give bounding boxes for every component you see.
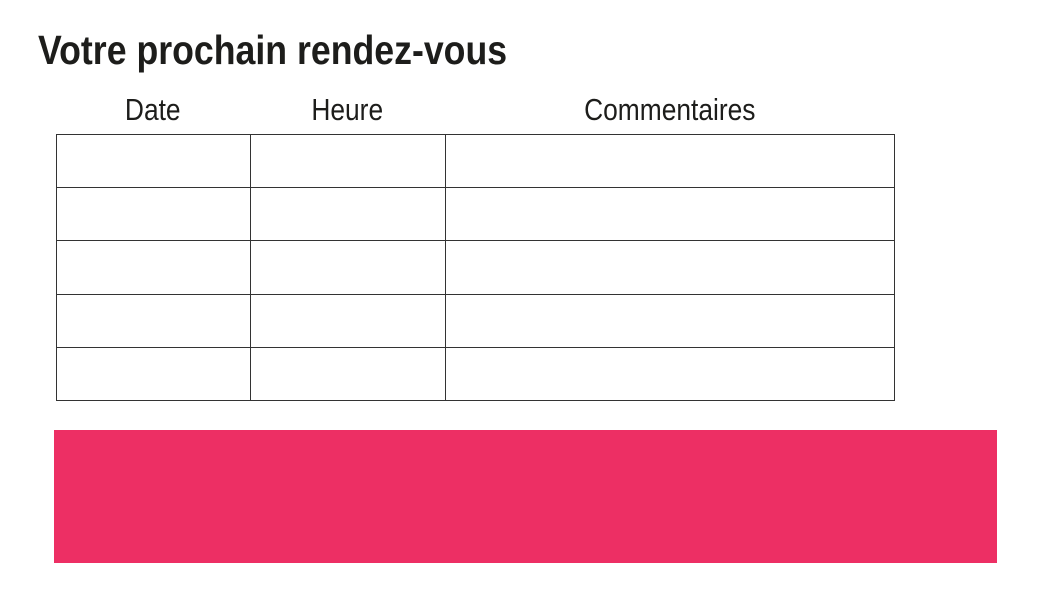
appointment-table-body	[56, 133, 895, 401]
table-cell	[250, 346, 446, 401]
table-row	[56, 346, 895, 401]
appointment-table	[56, 133, 895, 401]
table-cell	[445, 346, 895, 401]
table-cell	[250, 133, 446, 189]
table-row	[56, 133, 895, 189]
table-cell	[445, 187, 895, 242]
table-cell	[56, 187, 251, 242]
table-row	[56, 187, 895, 242]
table-cell	[250, 293, 446, 348]
table-cell	[445, 133, 895, 189]
table-cell	[56, 240, 251, 295]
column-header-commentaires-label: Commentaires	[583, 92, 756, 127]
page-title: Votre prochain rendez-vous	[38, 27, 508, 73]
table-cell	[445, 240, 895, 295]
table-row	[56, 240, 895, 295]
table-cell	[56, 293, 251, 348]
table-cell	[250, 240, 446, 295]
column-header-heure-label: Heure	[311, 92, 384, 127]
column-header-heure: Heure	[250, 92, 445, 128]
pink-banner	[54, 430, 997, 563]
column-header-date: Date	[56, 92, 250, 128]
column-header-commentaires: Commentaires	[445, 92, 894, 128]
column-header-date-label: Date	[125, 92, 181, 127]
table-cell	[56, 133, 251, 189]
table-cell	[445, 293, 895, 348]
table-cell	[56, 346, 251, 401]
table-header-row: Date Heure Commentaires	[56, 90, 894, 130]
table-row	[56, 293, 895, 348]
table-cell	[250, 187, 446, 242]
